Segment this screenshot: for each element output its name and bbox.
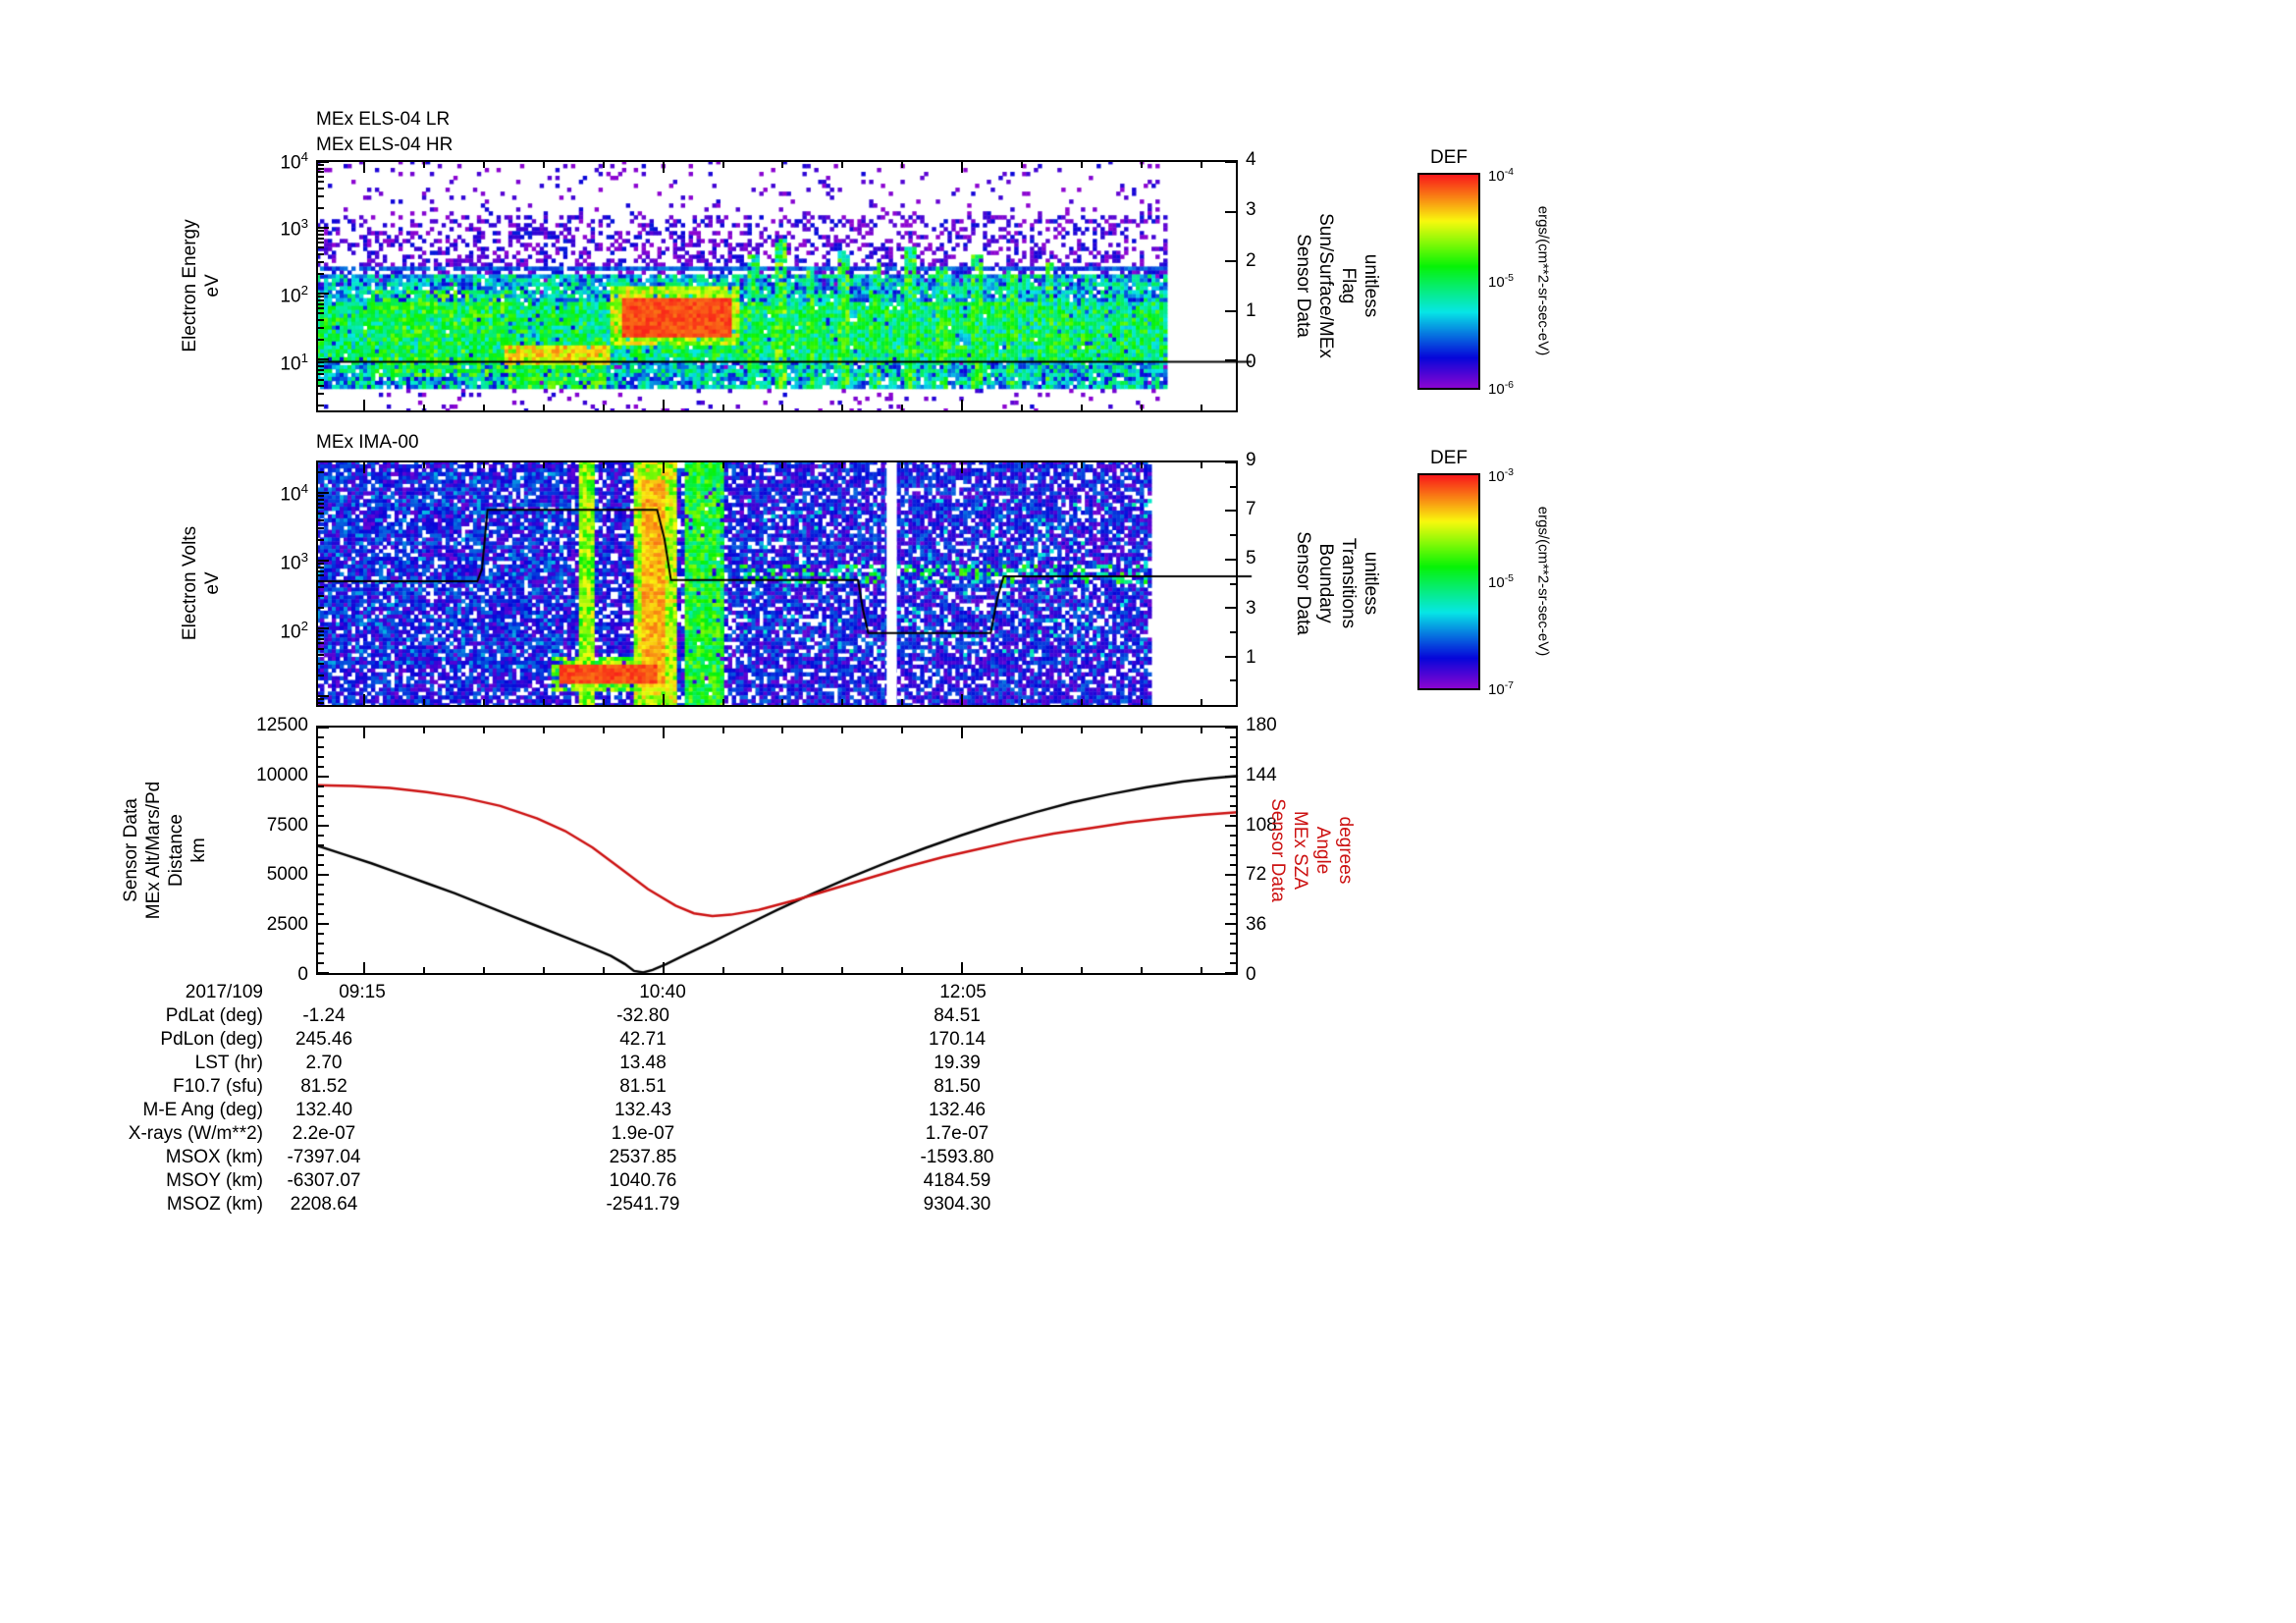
colorbar1 [1419,175,1478,388]
table-cell: 81.50 [934,1076,981,1097]
table-row-label: PdLat (deg) [165,1005,263,1026]
right-tick-label: 1 [1246,646,1256,668]
right-tick-label: 7 [1246,499,1256,520]
right-tick-label: 36 [1246,914,1267,936]
table-cell: -1.24 [302,1005,346,1026]
y-tick-label: 104 [280,480,308,505]
y-tick-label: 10000 [256,764,308,785]
ima-right-axis-label: unitless Transitions Boundary Sensor Dat… [1293,531,1381,635]
table-cell: 84.51 [934,1005,981,1026]
y-tick-label: 101 [280,350,308,374]
right-tick-label: 3 [1246,597,1256,619]
y-tick-label: 12500 [256,715,308,735]
y-tick-label: 7500 [266,814,308,836]
table-cell: 132.46 [928,1100,987,1120]
x-tick-label: 10:40 [639,982,686,1002]
y-tick-label: 104 [280,149,308,174]
y-tick-label: 102 [280,283,308,307]
right-tick-label: 4 [1246,149,1256,170]
table-cell: -1593.80 [920,1147,994,1167]
table-cell: 9304.30 [923,1194,991,1215]
table-row-label: X-rays (W/m**2) [128,1123,263,1144]
right-tick-label: 0 [1246,964,1256,985]
table-row-label: M-E Ang (deg) [142,1100,264,1120]
colorbar1-title: DEF [1430,147,1468,168]
table-cell: 2537.85 [609,1147,677,1167]
eph-right-axis-label: degrees Angle MEx SZA Sensor Data [1267,798,1356,902]
y-tick-label: 103 [280,549,308,573]
right-tick-label: 2 [1246,249,1256,271]
table-cell: 2.2e-07 [292,1123,356,1144]
date-label: 2017/109 [185,982,263,1002]
colorbar2-title: DEF [1430,448,1468,468]
x-tick-label: 09:15 [339,982,386,1002]
colorbar2 [1419,475,1478,688]
spectrogram-ima [316,460,1255,707]
els-y-axis-label: Electron Energy eV [180,219,223,352]
right-tick-label: 1 [1246,300,1256,322]
table-cell: 1.7e-07 [925,1123,989,1144]
eph-left-axis-label: Sensor Data MEx Alt/Mars/Pd Distance km [121,781,209,920]
spectrogram-els [316,160,1255,412]
right-tick-label: 5 [1246,548,1256,569]
table-row-label: PdLon (deg) [160,1029,263,1050]
right-tick-label: 3 [1246,199,1256,221]
right-tick-label: 72 [1246,864,1267,886]
y-tick-label: 2500 [266,914,308,936]
right-tick-label: 144 [1246,764,1277,785]
panel-title-ima: MEx IMA-00 [316,432,419,453]
y-tick-label: 0 [297,964,308,985]
table-cell: 132.43 [614,1100,672,1120]
table-cell: 170.14 [928,1029,987,1050]
colorbar-tick-label: 10-4 [1488,166,1515,185]
table-cell: 81.52 [300,1076,347,1097]
y-tick-label: 5000 [266,864,308,886]
x-tick-label: 12:05 [939,982,987,1002]
ima-y-axis-label: Electron Volts eV [180,525,223,641]
right-tick-label: 9 [1246,450,1256,470]
right-tick-label: 0 [1246,351,1256,372]
line-plot-ephemeris [316,726,1255,975]
table-cell: 4184.59 [923,1170,991,1191]
table-cell: -6307.07 [287,1170,361,1191]
table-row-label: LST (hr) [194,1053,263,1073]
panel-title-els-hr: MEx ELS-04 HR [316,135,454,155]
table-row-label: MSOX (km) [165,1147,263,1167]
table-cell: 132.40 [294,1100,353,1120]
table-cell: 1.9e-07 [611,1123,675,1144]
right-tick-label: 180 [1246,715,1277,735]
colorbar-unit-label: ergs/(cm**2-sr-sec-eV) [1534,506,1552,657]
colorbar-tick-label: 10-5 [1488,272,1515,291]
table-row-label: F10.7 (sfu) [173,1076,263,1097]
els-right-axis-label: unitless Flag Sun/Surface/MEx Sensor Dat… [1293,213,1381,358]
table-cell: 1040.76 [609,1170,677,1191]
y-tick-label: 103 [280,216,308,241]
colorbar-tick-label: 10-5 [1488,572,1515,591]
table-row-label: MSOY (km) [166,1170,263,1191]
table-cell: 13.48 [619,1053,667,1073]
table-cell: 2208.64 [290,1194,358,1215]
right-tick-label: 108 [1246,814,1277,836]
colorbar-unit-label: ergs/(cm**2-sr-sec-eV) [1534,205,1552,356]
colorbar-tick-label: 10-3 [1488,466,1515,485]
panel-title-els-lr: MEx ELS-04 LR [316,109,451,130]
colorbar-tick-label: 10-7 [1488,679,1515,698]
table-cell: -32.80 [616,1005,669,1026]
table-cell: 2.70 [305,1053,343,1073]
table-cell: -7397.04 [287,1147,361,1167]
y-tick-label: 102 [280,618,308,643]
table-row-label: MSOZ (km) [166,1194,263,1215]
table-cell: -2541.79 [606,1194,680,1215]
colorbar-tick-label: 10-6 [1488,379,1515,398]
table-cell: 42.71 [619,1029,667,1050]
table-cell: 19.39 [934,1053,981,1073]
table-cell: 81.51 [619,1076,667,1097]
table-cell: 245.46 [294,1029,353,1050]
